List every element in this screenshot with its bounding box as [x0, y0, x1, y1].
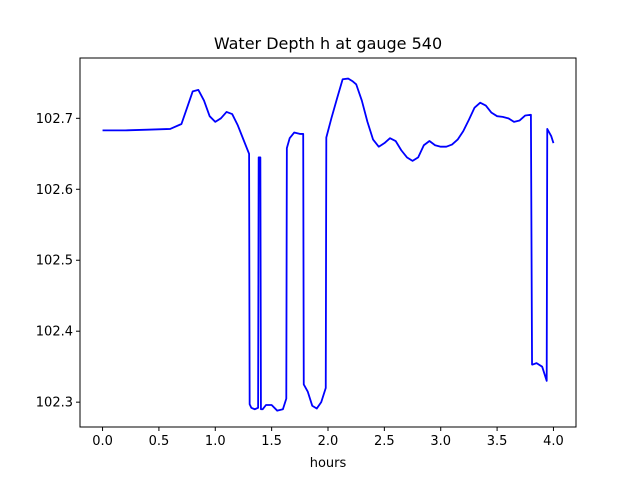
x-tick-label: 3.5	[487, 434, 508, 449]
x-tick-label: 1.0	[205, 434, 226, 449]
x-tick-label: 1.5	[261, 434, 282, 449]
y-tick-label: 102.7	[36, 112, 73, 127]
x-tick-label: 3.0	[430, 434, 451, 449]
x-tick-label: 2.0	[318, 434, 339, 449]
x-axis-label: hours	[310, 456, 347, 471]
series-line	[102, 77, 555, 412]
chart-title: Water Depth h at gauge 540	[214, 34, 442, 53]
x-tick-label: 4.0	[543, 434, 564, 449]
y-tick-label: 102.5	[36, 254, 73, 269]
y-tick-label: 102.6	[36, 183, 73, 198]
y-axis: 102.3 102.4 102.5 102.6 102.7	[36, 112, 80, 411]
x-tick-label: 2.5	[374, 434, 395, 449]
x-tick-label: 0.0	[92, 434, 113, 449]
plot-area	[79, 57, 577, 428]
y-tick-label: 102.3	[36, 396, 73, 411]
plot-frame	[79, 57, 577, 428]
x-tick-label: 0.5	[149, 434, 170, 449]
x-axis: 0.0 0.5 1.0 1.5 2.0 2.5 3.0 3.5 4.0	[92, 427, 564, 449]
y-tick-label: 102.4	[36, 325, 73, 340]
